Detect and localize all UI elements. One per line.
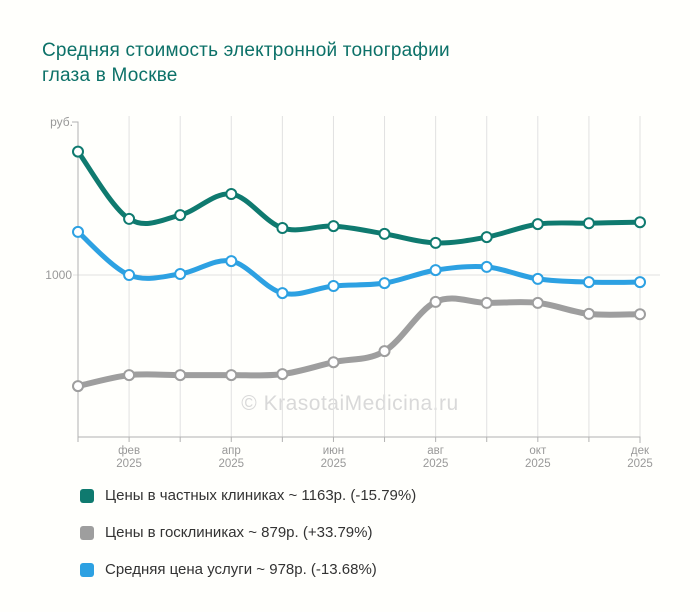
y-axis-unit-label: руб.: [50, 115, 73, 129]
x-axis-month-label: июн: [323, 445, 344, 457]
x-axis-year-label: 2025: [218, 458, 244, 470]
price-line-chart: 1000руб.фев2025апр2025июн2025авг2025окт2…: [45, 115, 660, 470]
page-title: Средняя стоимость электронной тонографии…: [42, 38, 450, 88]
series-line-0: [75, 149, 643, 246]
legend-label-average-price: Средняя цена услуги ~ 978р. (-13.68%): [105, 561, 377, 578]
data-point-marker[interactable]: [531, 272, 544, 285]
data-point-marker[interactable]: [72, 380, 84, 393]
x-axis-year-label: 2025: [525, 458, 551, 470]
data-point-marker[interactable]: [634, 216, 646, 229]
legend-swatch-state-clinics: [80, 525, 94, 540]
data-point-marker[interactable]: [429, 236, 442, 249]
series-line-2: [75, 229, 643, 297]
data-point-marker[interactable]: [378, 345, 391, 358]
data-point-marker[interactable]: [123, 369, 136, 382]
legend: Цены в частных клиниках ~ 1163р. (-15.79…: [80, 487, 416, 578]
x-axis-month-label: авг: [427, 445, 444, 457]
x-axis-month-label: дек: [631, 445, 650, 457]
y-axis-tick-label: 1000: [45, 268, 72, 282]
data-point-marker[interactable]: [634, 308, 646, 321]
data-point-marker[interactable]: [429, 264, 442, 277]
legend-item-average-price[interactable]: Средняя цена услуги ~ 978р. (-13.68%): [80, 561, 416, 578]
data-point-marker[interactable]: [276, 287, 289, 300]
x-axis-year-label: 2025: [423, 458, 449, 470]
data-point-marker[interactable]: [531, 218, 544, 231]
data-point-marker[interactable]: [123, 212, 136, 225]
data-point-marker[interactable]: [174, 209, 187, 222]
page-title-line-2: глаза в Москве: [42, 65, 178, 86]
legend-label-state-clinics: Цены в госклиниках ~ 879р. (+33.79%): [105, 524, 373, 541]
data-point-marker[interactable]: [123, 269, 136, 281]
data-point-marker[interactable]: [429, 295, 442, 308]
data-point-marker[interactable]: [378, 277, 391, 290]
data-point-marker[interactable]: [480, 296, 493, 309]
x-axis-month-label: окт: [529, 445, 547, 457]
chart-area: © KrasotaiMedicina.ru 1000 руб. фев 2025 апр…: [45, 115, 660, 470]
data-point-marker[interactable]: [72, 145, 84, 158]
x-axis-month-label: апр: [222, 445, 241, 457]
data-point-marker[interactable]: [174, 369, 187, 382]
data-point-marker[interactable]: [225, 188, 238, 200]
data-point-marker[interactable]: [174, 268, 187, 280]
data-point-marker[interactable]: [378, 227, 391, 240]
data-point-marker[interactable]: [225, 255, 238, 268]
x-axis-year-label: 2025: [321, 458, 347, 470]
legend-label-private-clinics: Цены в частных клиниках ~ 1163р. (-15.79…: [105, 487, 417, 504]
page-title-line-1: Средняя стоимость электронной тонографии: [42, 40, 450, 61]
data-point-marker[interactable]: [72, 225, 84, 238]
series-line-1: [75, 295, 643, 390]
data-point-marker[interactable]: [634, 276, 646, 289]
data-point-marker[interactable]: [276, 222, 289, 234]
data-point-marker[interactable]: [480, 260, 493, 273]
data-point-marker[interactable]: [327, 280, 340, 292]
x-axis-year-label: 2025: [627, 458, 653, 470]
data-point-marker[interactable]: [327, 220, 340, 233]
data-point-marker[interactable]: [276, 368, 289, 381]
data-point-marker[interactable]: [582, 276, 595, 289]
data-point-marker[interactable]: [225, 369, 238, 382]
legend-swatch-private-clinics: [80, 488, 94, 503]
legend-item-state-clinics[interactable]: Цены в госклиниках ~ 879р. (+33.79%): [80, 524, 416, 541]
x-axis-month-label: фев: [118, 445, 140, 457]
data-point-marker[interactable]: [531, 296, 544, 309]
legend-swatch-average-price: [80, 562, 94, 577]
watermark: © KrasotaiMedicina.ru: [241, 392, 459, 415]
data-point-marker[interactable]: [480, 231, 493, 244]
data-point-marker[interactable]: [582, 217, 595, 230]
legend-item-private-clinics[interactable]: Цены в частных клиниках ~ 1163р. (-15.79…: [80, 487, 416, 504]
x-axis-year-label: 2025: [116, 458, 142, 470]
data-point-marker[interactable]: [327, 356, 340, 369]
data-point-marker[interactable]: [582, 307, 595, 320]
